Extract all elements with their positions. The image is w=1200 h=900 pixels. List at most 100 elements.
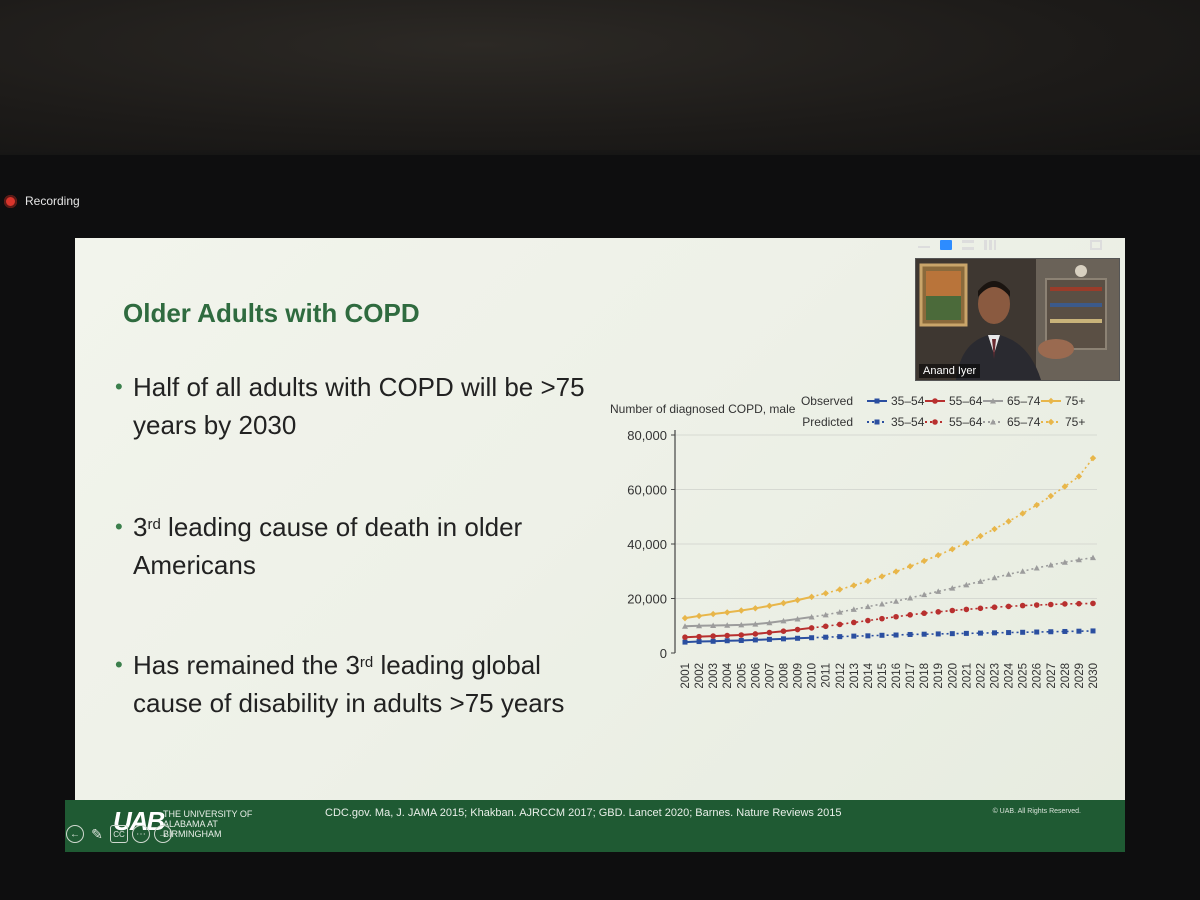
- next-slide-button[interactable]: →: [154, 825, 172, 843]
- data-point: [920, 557, 928, 565]
- participant-name-label: Anand Iyer: [919, 364, 981, 378]
- data-point: [907, 631, 913, 637]
- recording-indicator: Recording: [4, 194, 80, 208]
- data-point: [949, 585, 956, 591]
- data-point: [836, 609, 843, 615]
- copyright-text: © UAB. All Rights Reserved.: [992, 808, 1081, 815]
- data-point: [724, 609, 731, 616]
- data-point: [977, 532, 984, 540]
- data-point: [710, 633, 716, 639]
- bullet-icon: •: [115, 374, 123, 399]
- data-point: [1005, 603, 1012, 610]
- data-point: [932, 419, 938, 425]
- data-point: [893, 613, 899, 620]
- data-point: [990, 419, 996, 425]
- y-tick-label: 40,000: [627, 537, 667, 552]
- recording-label: Recording: [25, 194, 80, 208]
- data-point: [709, 610, 717, 618]
- y-tick-label: 20,000: [627, 592, 667, 607]
- data-point: [710, 638, 716, 644]
- data-point: [1033, 501, 1040, 509]
- data-point: [1047, 418, 1055, 426]
- data-point: [710, 622, 717, 628]
- data-point: [682, 634, 688, 640]
- data-point: [1089, 454, 1097, 462]
- x-tick-label: 2019: [933, 663, 945, 689]
- x-tick-label: 2001: [680, 663, 692, 689]
- data-point: [992, 630, 998, 636]
- x-tick-label: 2018: [919, 663, 931, 689]
- captions-button[interactable]: CC: [110, 825, 128, 843]
- strip-view-icon[interactable]: [962, 240, 974, 250]
- data-point: [738, 621, 745, 628]
- x-tick-label: 2006: [750, 663, 762, 689]
- data-point: [836, 586, 843, 593]
- legend-entry-label: 35–54: [891, 415, 925, 429]
- data-point: [822, 611, 829, 618]
- legend-row-label: Predicted: [802, 415, 853, 429]
- legend-entry-label: 35–54: [891, 394, 925, 408]
- data-point: [935, 551, 942, 559]
- data-point: [977, 630, 983, 636]
- data-point: [878, 600, 885, 607]
- data-point: [850, 582, 858, 589]
- monitor-bezel: [0, 0, 1200, 150]
- data-point: [1062, 601, 1068, 607]
- previous-slide-button[interactable]: ←: [66, 825, 84, 843]
- more-options-button[interactable]: ⋯: [132, 825, 150, 843]
- x-tick-label: 2020: [947, 663, 959, 689]
- y-axis-label: Number of diagnosed COPD, male: [610, 402, 796, 416]
- data-point: [752, 621, 759, 627]
- data-point: [696, 622, 703, 629]
- data-point: [1047, 397, 1055, 405]
- bullet-item: • 3rd leading cause of death in older Am…: [115, 508, 595, 584]
- speaker-view-icon[interactable]: [940, 240, 952, 250]
- data-point: [780, 636, 786, 642]
- data-point: [851, 619, 857, 626]
- data-point: [752, 631, 759, 637]
- data-point: [874, 419, 880, 425]
- data-point: [1047, 492, 1054, 500]
- data-point: [864, 603, 871, 610]
- data-point: [1090, 628, 1096, 634]
- data-point: [1019, 602, 1026, 609]
- predicted-line: [811, 457, 1094, 598]
- series-1: [682, 628, 1096, 645]
- data-point: [921, 631, 927, 637]
- gallery-view-icon[interactable]: [984, 240, 996, 250]
- data-point: [906, 563, 914, 570]
- data-point: [1005, 518, 1012, 525]
- data-point: [893, 598, 900, 604]
- data-point: [766, 629, 773, 636]
- bullet-text: Half of all adults with COPD will be >75…: [133, 372, 585, 440]
- pop-out-icon[interactable]: [1090, 240, 1102, 250]
- minimize-icon[interactable]: [918, 242, 930, 248]
- data-point: [851, 633, 857, 639]
- data-point: [738, 607, 745, 614]
- x-tick-label: 2012: [835, 663, 847, 689]
- data-point: [1076, 600, 1082, 607]
- x-tick-label: 2014: [863, 662, 875, 688]
- data-point: [696, 633, 702, 640]
- x-tick-label: 2023: [990, 663, 1002, 689]
- data-point: [695, 612, 703, 620]
- observed-line: [684, 636, 812, 644]
- x-tick-label: 2009: [793, 663, 805, 689]
- data-point: [1062, 628, 1068, 634]
- data-point: [766, 619, 773, 626]
- data-point: [907, 612, 913, 618]
- participant-video[interactable]: Anand Iyer: [915, 258, 1120, 381]
- citation-text: CDC.gov. Ma, J. JAMA 2015; Khakban. AJRC…: [325, 807, 842, 819]
- slide-title: Older Adults with COPD: [123, 298, 420, 328]
- chart-legend: Observed 35–54 55–64 65–74 75+ Predicted 35–54…: [801, 394, 1085, 429]
- x-tick-label: 2003: [708, 663, 720, 689]
- data-point: [921, 610, 927, 617]
- y-tick-label: 0: [660, 646, 667, 661]
- chart-series: [681, 454, 1097, 645]
- slide-footer: UAB THE UNIVERSITY OF ALABAMA AT BIRMING…: [65, 800, 1125, 852]
- data-point: [1047, 601, 1054, 608]
- x-tick-label: 2017: [905, 663, 917, 689]
- pen-tool-button[interactable]: ✎: [91, 825, 103, 842]
- bullet-text: 3rd leading cause of death in older Amer…: [133, 512, 523, 580]
- data-point: [752, 637, 758, 643]
